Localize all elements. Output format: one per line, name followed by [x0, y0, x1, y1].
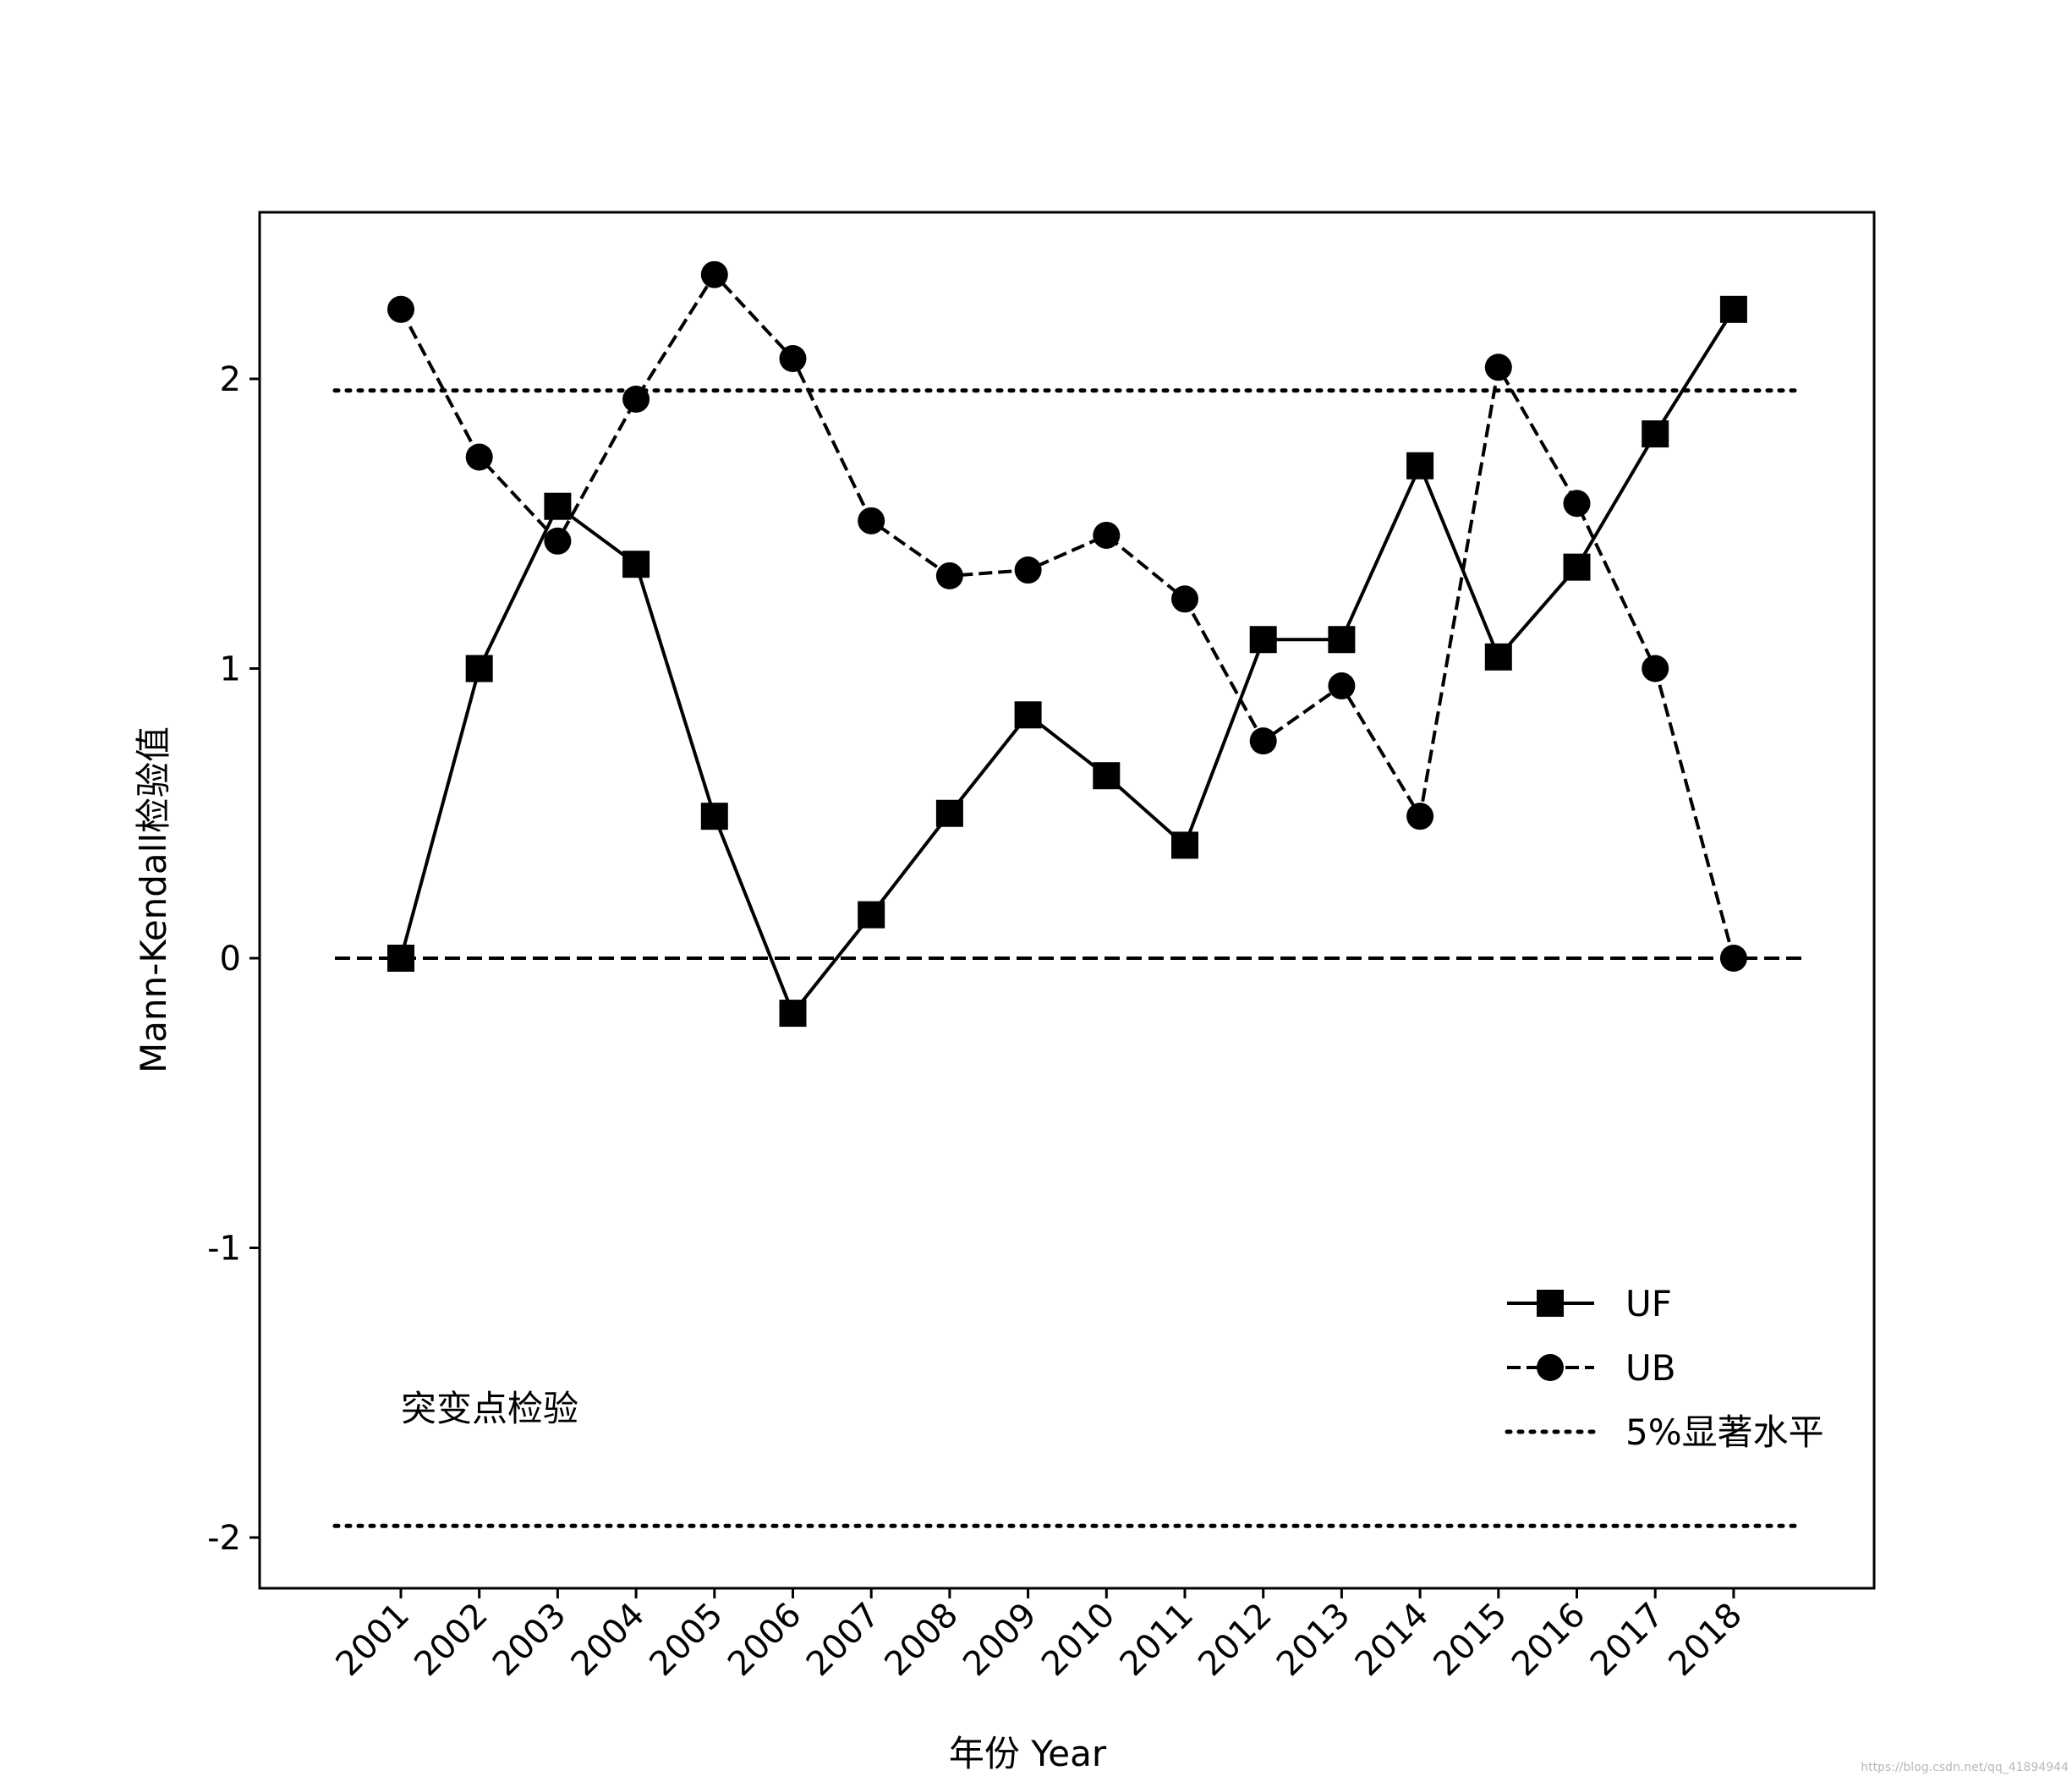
- point-uf-2008: [935, 799, 963, 827]
- point-ub-2003: [544, 527, 572, 555]
- x-tick-label-2002: 2002: [407, 1596, 496, 1685]
- legend-uf-label: UF: [1625, 1283, 1672, 1324]
- x-axis-label: 年份 Year: [949, 1733, 1107, 1774]
- point-ub-2010: [1093, 521, 1121, 549]
- x-tick-label-2016: 2016: [1505, 1596, 1593, 1685]
- point-ub-2011: [1171, 585, 1198, 613]
- point-ub-2012: [1249, 727, 1277, 755]
- x-tick-label-2001: 2001: [329, 1596, 418, 1685]
- point-uf-2011: [1171, 831, 1198, 859]
- point-uf-2014: [1406, 452, 1434, 480]
- legend-entry-uf: UF: [1507, 1283, 1672, 1324]
- x-tick-label-2009: 2009: [956, 1596, 1044, 1685]
- point-ub-2006: [779, 345, 807, 373]
- point-uf-2005: [700, 803, 728, 830]
- point-uf-2001: [387, 945, 414, 972]
- point-ub-2004: [622, 385, 650, 413]
- y-tick-label-0: 0: [220, 940, 241, 978]
- x-tick-label-2008: 2008: [877, 1596, 966, 1685]
- point-uf-2017: [1642, 420, 1669, 448]
- point-ub-2015: [1484, 354, 1512, 381]
- point-ub-2007: [858, 507, 885, 534]
- watermark: https://blog.csdn.net/qq_41894944: [1861, 1761, 2069, 1774]
- legend-entry-ub: UB: [1507, 1347, 1676, 1389]
- point-uf-2018: [1719, 295, 1747, 323]
- point-ub-2013: [1328, 672, 1356, 700]
- point-uf-2012: [1249, 626, 1277, 654]
- y-tick-label-1: 1: [220, 650, 241, 689]
- x-tick-label-2006: 2006: [721, 1596, 809, 1685]
- legend-uf-marker: [1537, 1290, 1564, 1317]
- x-tick-label-2017: 2017: [1583, 1596, 1672, 1685]
- point-ub-2014: [1406, 803, 1434, 830]
- x-tick-label-2015: 2015: [1426, 1596, 1515, 1685]
- y-axis-label: Mann-Kendall检验值: [133, 726, 174, 1073]
- x-tick-label-2010: 2010: [1034, 1596, 1123, 1685]
- legend-entry-significance: 5%显著水平: [1505, 1411, 1824, 1453]
- point-uf-2009: [1014, 701, 1042, 729]
- point-uf-2004: [622, 551, 650, 578]
- point-uf-2016: [1563, 553, 1591, 581]
- annotation-text: 突变点检验: [401, 1388, 578, 1429]
- point-ub-2016: [1563, 490, 1591, 518]
- legend: UF UB 5%显著水平: [1505, 1283, 1824, 1453]
- point-ub-2005: [700, 260, 728, 288]
- y-tick-label--1: -1: [207, 1230, 241, 1269]
- y-tick-label--2: -2: [207, 1519, 241, 1558]
- x-tick-label-2007: 2007: [799, 1596, 888, 1685]
- point-ub-2009: [1014, 556, 1042, 584]
- x-tick-label-2018: 2018: [1661, 1596, 1750, 1685]
- x-tick-label-2004: 2004: [564, 1596, 653, 1685]
- reference-lines-layer: [332, 388, 1804, 1528]
- plot-frame: [258, 211, 1876, 1590]
- legend-significance-label: 5%显著水平: [1625, 1411, 1824, 1453]
- series-line-ub: [399, 272, 1735, 959]
- point-ub-2002: [465, 443, 493, 471]
- point-uf-2003: [544, 492, 572, 520]
- point-uf-2013: [1328, 626, 1356, 654]
- x-tick-label-2012: 2012: [1191, 1596, 1280, 1685]
- point-ub-2001: [387, 295, 414, 323]
- x-tick-label-2003: 2003: [485, 1596, 574, 1685]
- point-ub-2008: [935, 562, 963, 589]
- point-uf-2002: [465, 655, 493, 682]
- y-tick-label-2: 2: [220, 360, 241, 399]
- x-tick-label-2013: 2013: [1269, 1596, 1358, 1685]
- axes-layer: -2-1012200120022003200420052006200720082…: [207, 360, 1750, 1684]
- x-tick-label-2014: 2014: [1348, 1596, 1437, 1685]
- point-uf-2010: [1093, 762, 1121, 790]
- x-tick-label-2011: 2011: [1113, 1596, 1202, 1685]
- series-layer: [387, 260, 1747, 1028]
- x-tick-label-2005: 2005: [642, 1596, 731, 1685]
- point-uf-2015: [1484, 643, 1512, 671]
- series-line-uf: [399, 308, 1735, 1016]
- legend-ub-marker: [1537, 1354, 1564, 1381]
- point-ub-2017: [1642, 655, 1669, 682]
- point-uf-2006: [779, 1000, 807, 1028]
- point-uf-2007: [858, 901, 885, 929]
- legend-ub-label: UB: [1625, 1347, 1676, 1389]
- point-ub-2018: [1719, 945, 1747, 972]
